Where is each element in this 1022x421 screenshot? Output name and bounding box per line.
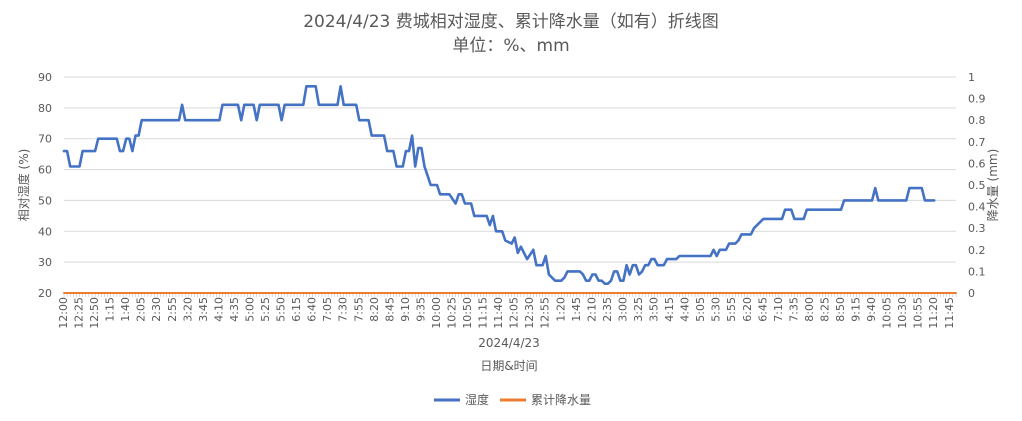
y-left-tick-label: 70	[38, 133, 52, 146]
x-axis-title: 日期&时间	[480, 359, 537, 373]
y-right-tick-label: 0.3	[968, 222, 986, 235]
x-tick-label: 6:40	[306, 297, 319, 322]
x-tick-label: 8:20	[368, 297, 381, 322]
x-tick-label: 1:15	[104, 297, 117, 322]
chart-subtitle: 单位：%、mm	[452, 36, 569, 56]
x-tick-label: 7:10	[772, 297, 785, 322]
y-left-tick-label: 60	[38, 164, 52, 177]
x-tick-label: 9:40	[865, 297, 878, 322]
x-tick-label: 5:55	[725, 297, 738, 322]
x-tick-label: 5:50	[275, 297, 288, 322]
y-left-tick-label: 40	[38, 225, 52, 238]
gridlines	[64, 76, 956, 294]
x-tick-label: 12:05	[508, 297, 521, 329]
x-tick-label: 9:10	[399, 297, 412, 322]
x-tick-label: 6:45	[756, 297, 769, 322]
y-right-tick-label: 0.2	[968, 244, 986, 257]
x-tick-label: 6:20	[741, 297, 754, 322]
x-tick-label: 11:15	[477, 297, 490, 329]
y-axis-right: 1 0.9 0.8 0.7 0.6 0.5 0.4 0.3 0.2 0.1 0	[968, 71, 986, 300]
y-axis-right-title: 降水量 (mm)	[986, 149, 1000, 222]
x-tick-label: 10:05	[881, 297, 894, 329]
legend-label-precip: 累计降水量	[531, 393, 591, 407]
y-right-tick-label: 0.9	[968, 93, 986, 106]
x-tick-label: 4:35	[228, 297, 241, 322]
y-right-tick-label: 0	[968, 287, 975, 300]
x-tick-label: 7:05	[321, 297, 334, 322]
y-left-tick-label: 30	[38, 256, 52, 269]
x-tick-label: 6:15	[290, 297, 303, 322]
x-tick-label: 9:15	[850, 297, 863, 322]
x-tick-label: 10:25	[446, 297, 459, 329]
y-left-tick-label: 20	[38, 287, 52, 300]
x-tick-label: 8:50	[834, 297, 847, 322]
x-tick-label: 11:45	[943, 297, 956, 329]
x-tick-label: 5:00	[243, 297, 256, 322]
x-tick-label: 12:50	[88, 297, 101, 329]
x-tick-label: 7:55	[352, 297, 365, 322]
y-right-tick-label: 0.7	[968, 136, 986, 149]
x-tick-label: 3:20	[181, 297, 194, 322]
legend-label-humidity: 湿度	[465, 392, 489, 407]
x-tick-label: 8:45	[383, 297, 396, 322]
legend: 湿度 累计降水量	[434, 392, 591, 407]
x-tick-label: 8:25	[818, 297, 831, 322]
x-tick-label: 8:00	[803, 297, 816, 322]
x-tick-label: 5:30	[710, 297, 723, 322]
x-tick-label: 3:50	[648, 297, 661, 322]
x-tick-label: 10:50	[461, 297, 474, 329]
x-tick-label: 3:00	[616, 297, 629, 322]
x-tick-label: 4:10	[212, 297, 225, 322]
x-date-label: 2024/4/23	[478, 336, 540, 350]
x-tick-label: 2:10	[585, 297, 598, 322]
y-right-tick-label: 0.6	[968, 157, 986, 170]
x-tick-label: 9:35	[414, 297, 427, 322]
y-right-tick-label: 0.4	[968, 201, 986, 214]
x-tick-label: 2:30	[150, 297, 163, 322]
x-tick-label: 12:00	[57, 297, 70, 329]
x-tick-label: 1:45	[570, 297, 583, 322]
x-tick-label: 12:25	[73, 297, 86, 329]
x-tick-label: 11:40	[492, 297, 505, 329]
x-tick-label: 10:30	[896, 297, 909, 329]
y-right-tick-label: 0.8	[968, 114, 986, 127]
x-tick-label: 10:55	[912, 297, 925, 329]
x-tick-label: 12:55	[539, 297, 552, 329]
y-left-tick-label: 80	[38, 102, 52, 115]
x-tick-label: 4:15	[663, 297, 676, 322]
x-tick-label: 7:35	[787, 297, 800, 322]
x-tick-label: 2:35	[601, 297, 614, 322]
x-tick-label: 7:30	[337, 297, 350, 322]
chart-title: 2024/4/23 费城相对湿度、累计降水量（如有）折线图	[303, 12, 719, 32]
x-tick-label: 1:40	[119, 297, 132, 322]
y-left-tick-label: 50	[38, 194, 52, 207]
x-tick-label: 1:20	[554, 297, 567, 322]
y-left-tick-label: 90	[38, 71, 52, 84]
series-group	[62, 85, 957, 294]
y-right-tick-label: 1	[968, 71, 975, 84]
x-tick-label: 5:05	[694, 297, 707, 322]
y-axis-left-title: 相对湿度 (%)	[16, 149, 31, 222]
series-line-humidity	[62, 85, 936, 286]
y-axis-left: 90 80 70 60 50 40 30 20	[38, 71, 52, 300]
x-tick-label: 11:20	[927, 297, 940, 329]
y-right-tick-label: 0.5	[968, 179, 986, 192]
x-tick-label: 4:40	[679, 297, 692, 322]
y-right-tick-label: 0.1	[968, 265, 986, 278]
x-tick-label: 12:30	[523, 297, 536, 329]
x-tick-label: 2:55	[166, 297, 179, 322]
x-tick-label: 2:05	[135, 297, 148, 322]
x-tick-label: 3:25	[632, 297, 645, 322]
x-tick-label: 5:25	[259, 297, 272, 322]
x-tick-label: 10:00	[430, 297, 443, 329]
x-tick-label: 3:45	[197, 297, 210, 322]
